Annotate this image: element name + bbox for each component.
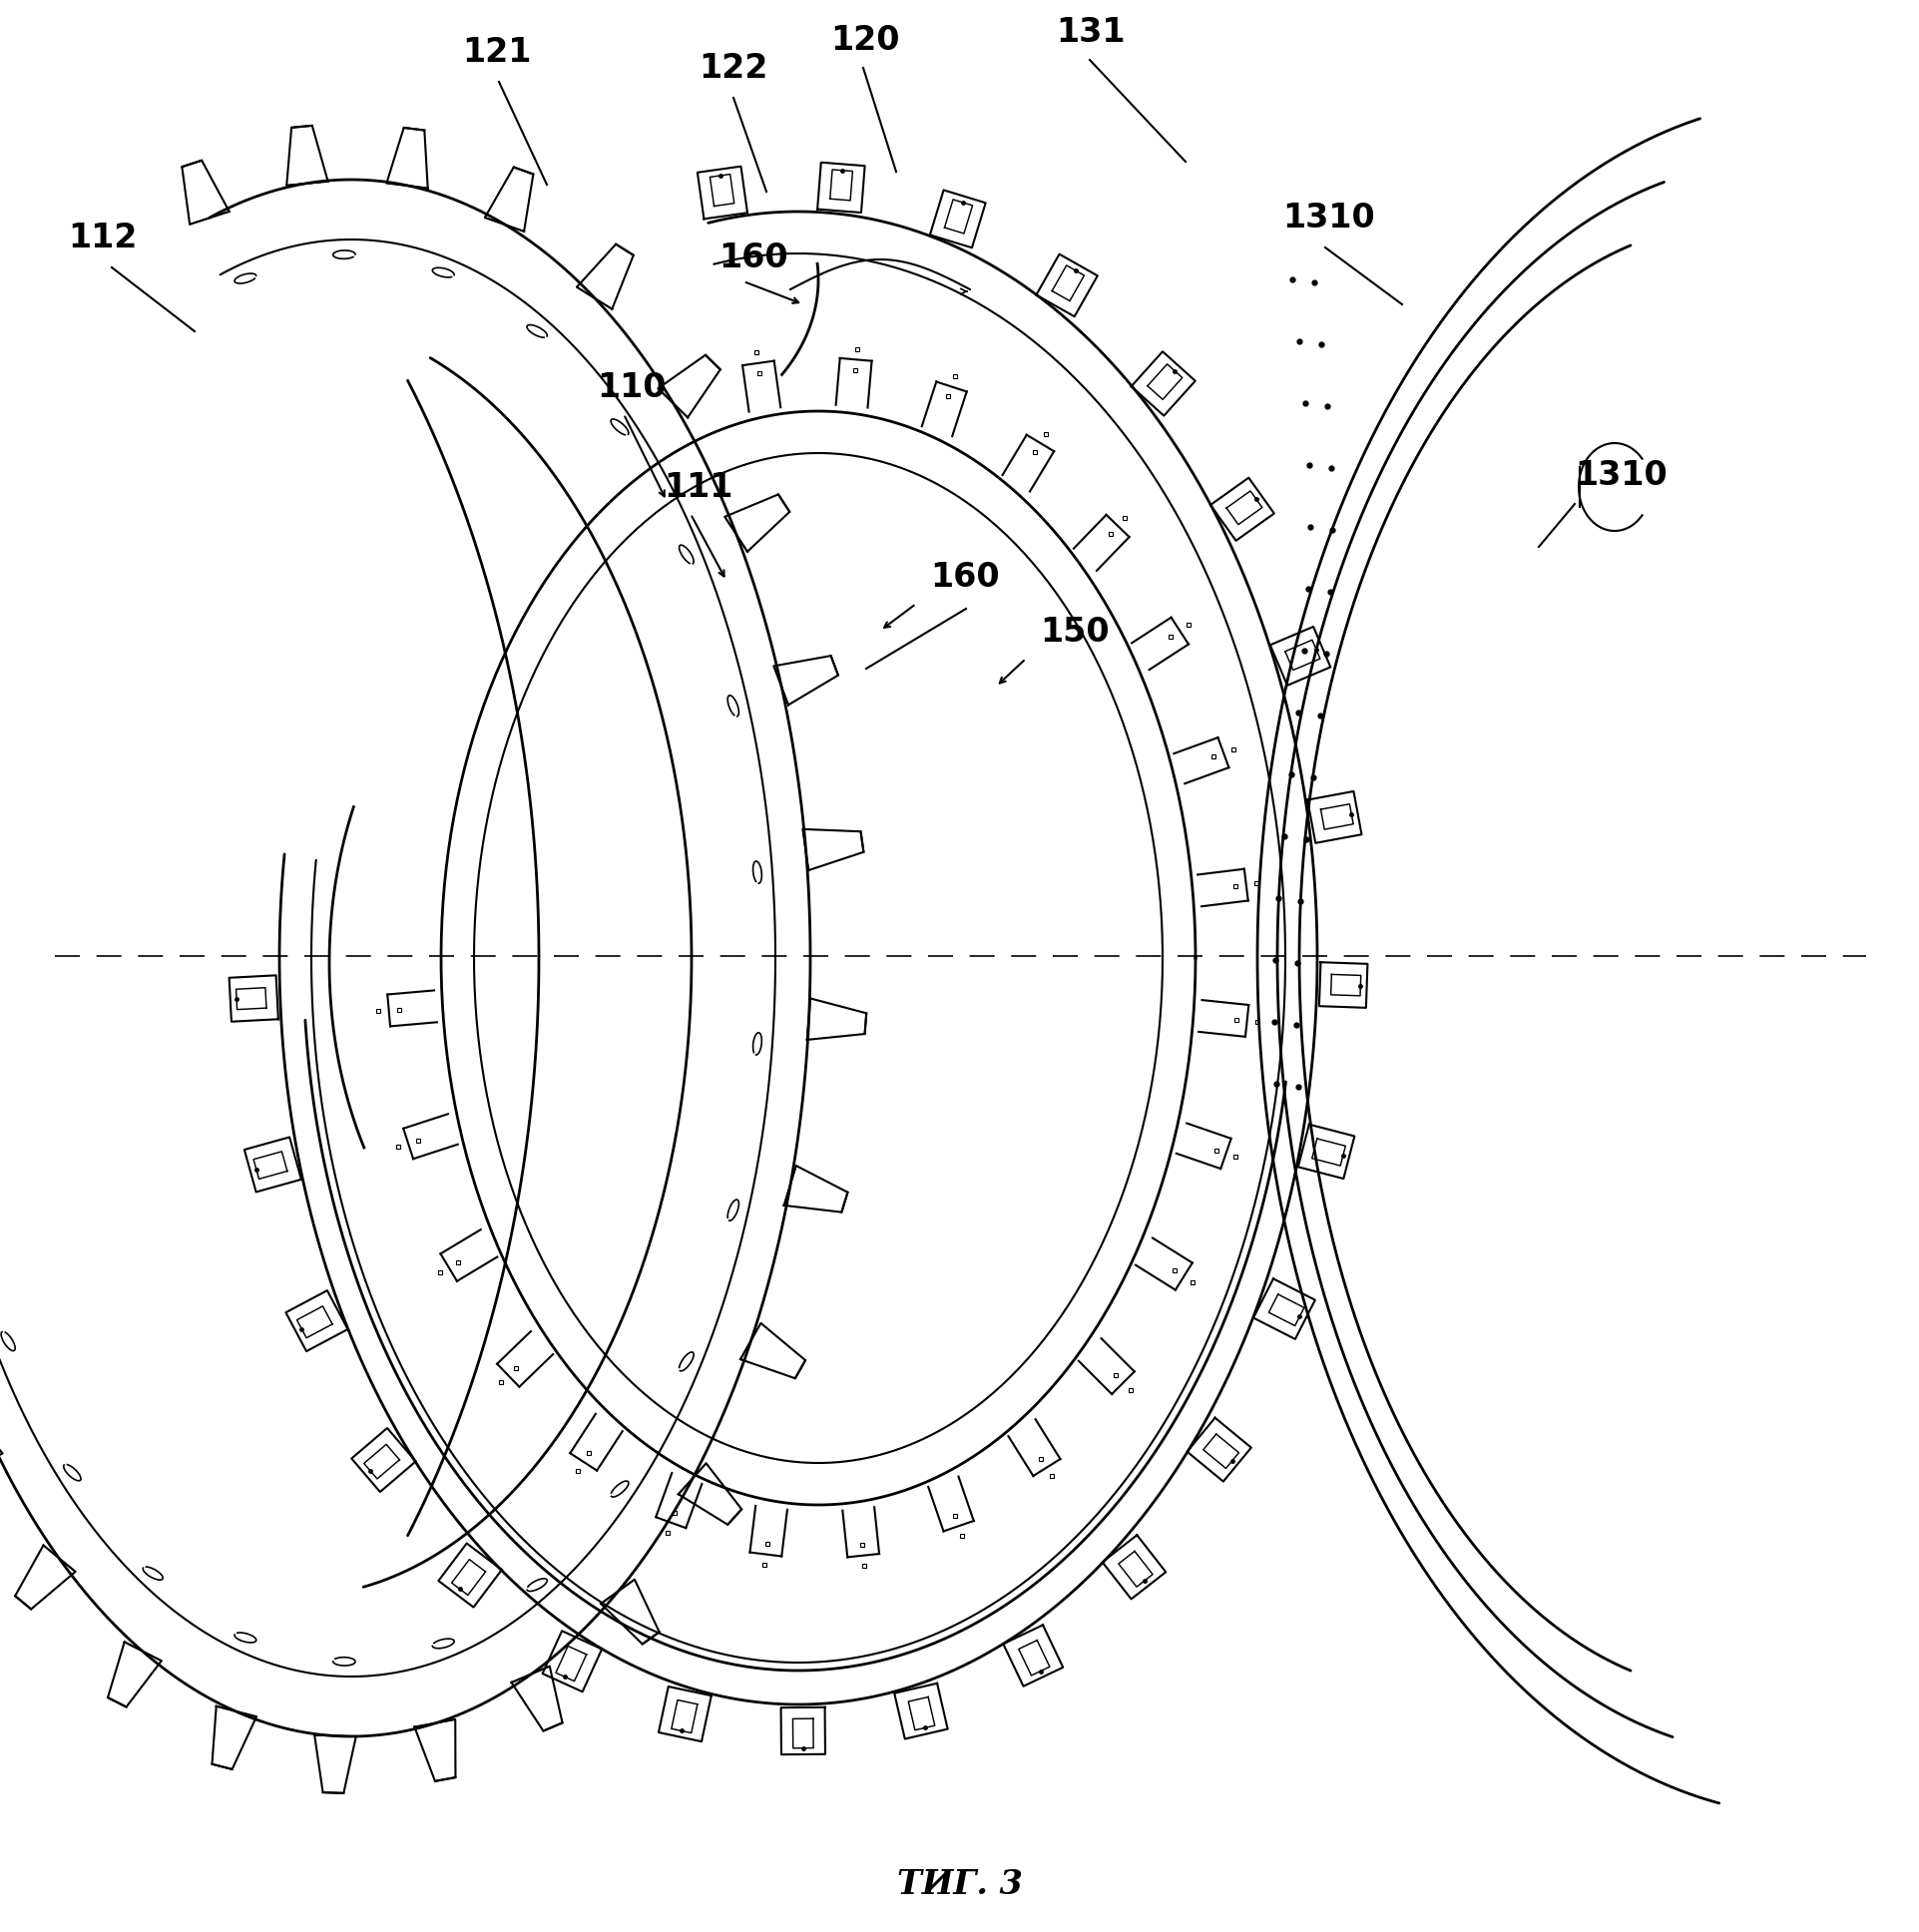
- Text: 131: 131: [1055, 15, 1125, 48]
- Text: 111: 111: [664, 471, 733, 504]
- Text: 1310: 1310: [1574, 460, 1666, 493]
- Text: 1310: 1310: [1282, 201, 1374, 234]
- Text: 112: 112: [67, 222, 136, 255]
- Text: 121: 121: [462, 37, 532, 70]
- Text: 160: 160: [929, 560, 1000, 593]
- Text: ΤИГ. 3: ΤИГ. 3: [896, 1868, 1023, 1901]
- Text: 110: 110: [597, 371, 666, 404]
- Text: 122: 122: [699, 52, 768, 85]
- Text: 120: 120: [829, 23, 900, 56]
- Text: 160: 160: [718, 242, 787, 274]
- Text: 150: 150: [1040, 616, 1109, 649]
